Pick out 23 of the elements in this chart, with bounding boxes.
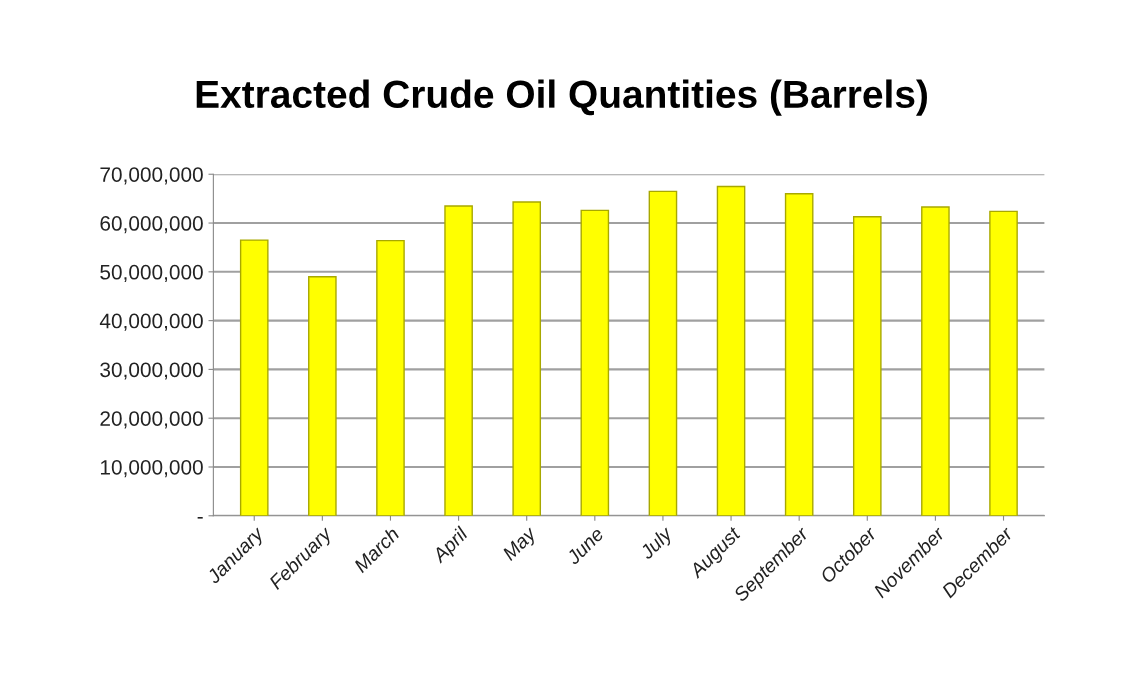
bar	[376, 239, 405, 516]
y-tick-label: 40,000,000	[99, 313, 203, 331]
y-tick-label: 20,000,000	[100, 411, 203, 429]
bar	[852, 216, 882, 516]
x-tick-label: May	[501, 525, 541, 564]
chart-title: Extracted Crude Oil Quantities (Barrels)	[196, 79, 927, 116]
x-tick-label: July	[638, 524, 677, 563]
y-tick-label: 30,000,000	[100, 362, 203, 380]
bar	[784, 193, 814, 516]
bar	[648, 190, 678, 516]
y-tick-label: 60,000,000	[100, 216, 203, 234]
y-tick-label: 50,000,000	[100, 264, 203, 283]
bar	[921, 206, 950, 516]
bar	[716, 185, 746, 516]
y-tick-label: -	[197, 516, 203, 519]
bar	[989, 210, 1018, 516]
y-tick-label: 10,000,000	[100, 459, 203, 478]
y-tick-label: 70,000,000	[100, 167, 203, 185]
bar	[239, 239, 269, 516]
bar	[444, 205, 473, 516]
bar	[512, 201, 542, 516]
bar	[308, 276, 337, 516]
bar	[580, 209, 610, 516]
